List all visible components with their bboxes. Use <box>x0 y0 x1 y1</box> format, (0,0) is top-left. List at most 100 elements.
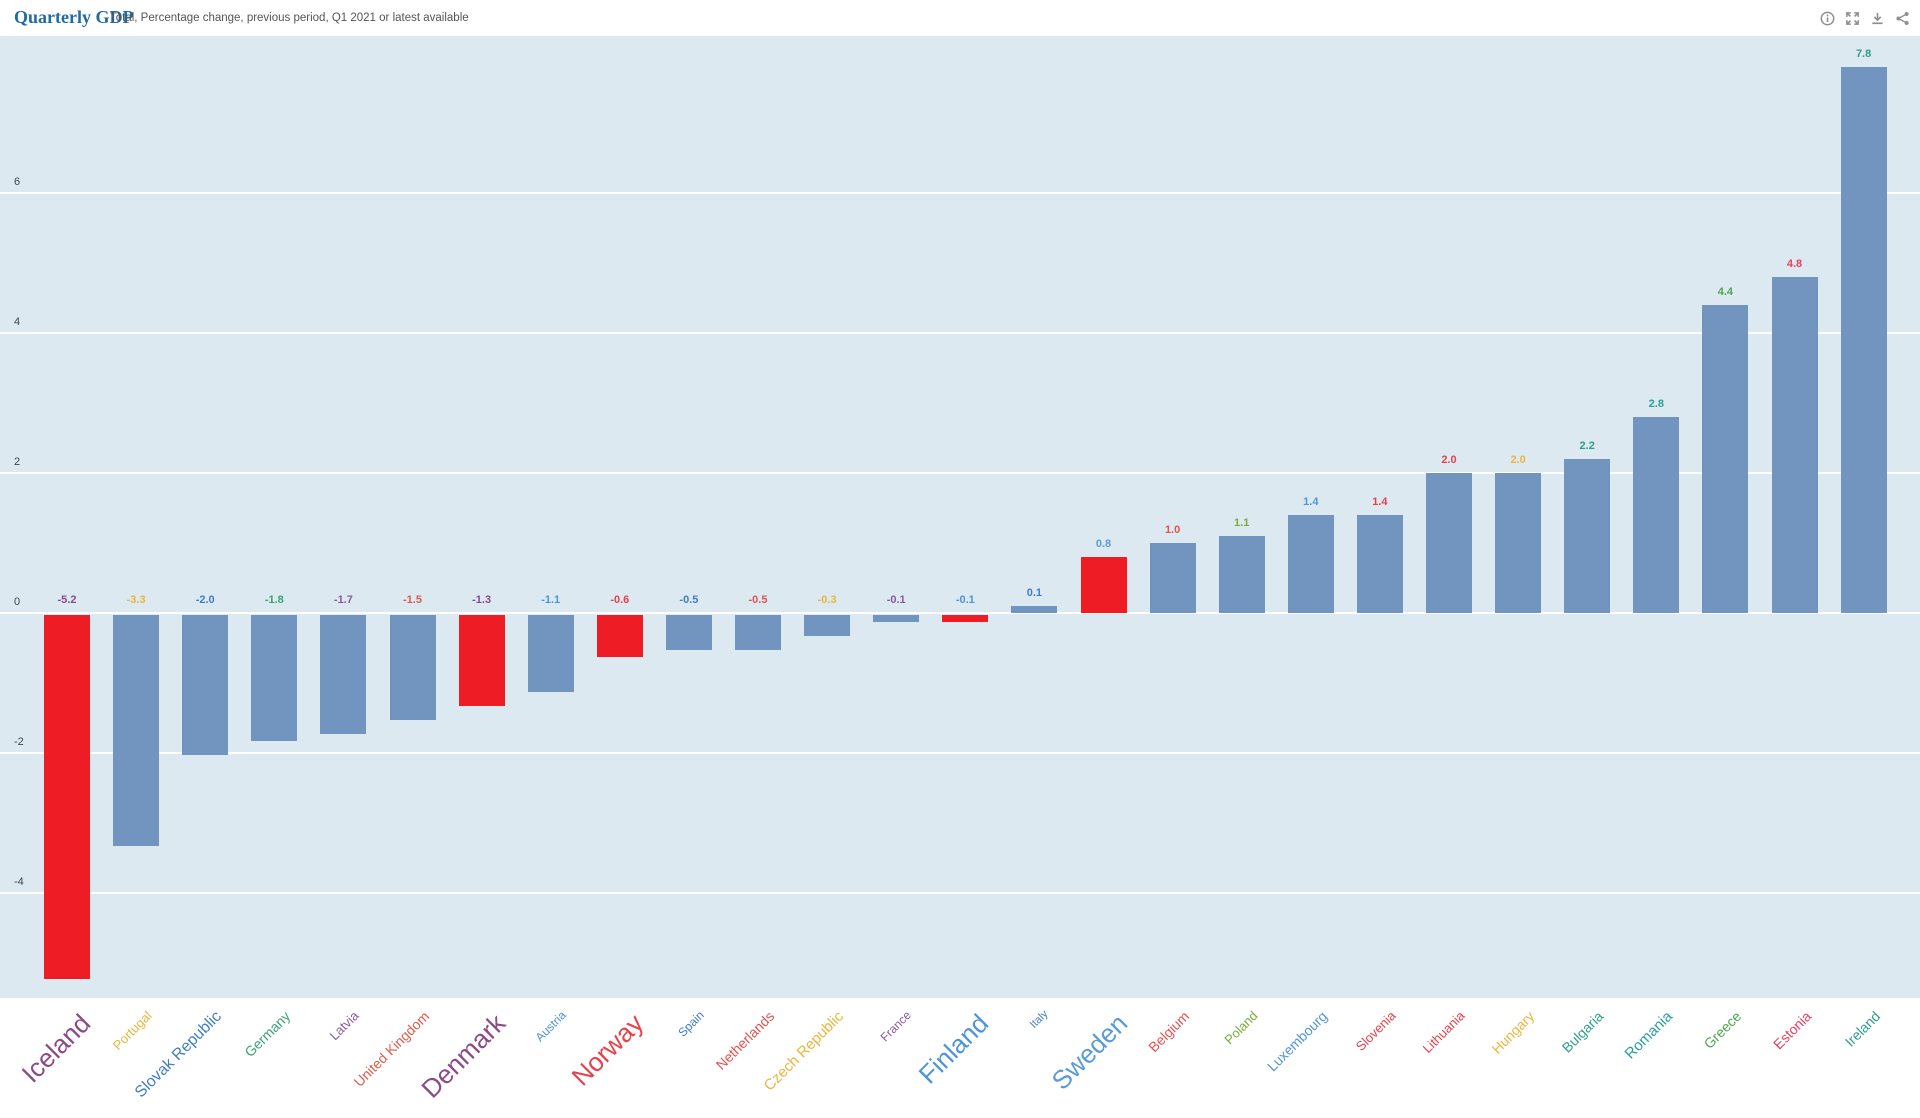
bar-italy[interactable] <box>1011 606 1058 613</box>
x-axis-label-norway[interactable]: Norway <box>565 1008 650 1092</box>
gridline-y-4 <box>0 332 1920 334</box>
chart-title: Quarterly GDP <box>14 7 134 27</box>
value-label-ireland: 7.8 <box>1855 48 1872 60</box>
chart-subtitle: Total, Percentage change, previous perio… <box>110 12 469 24</box>
x-axis-label-lithuania[interactable]: Lithuania <box>1419 1008 1468 1056</box>
value-label-germany: -1.8 <box>264 594 284 606</box>
x-axis-label-hungary[interactable]: Hungary <box>1488 1008 1538 1057</box>
fullscreen-icon[interactable] <box>1845 10 1862 27</box>
y-axis-tick--2: -2 <box>14 736 24 748</box>
value-label-united-kingdom: -1.5 <box>403 594 422 606</box>
bar-romania[interactable] <box>1633 417 1680 613</box>
x-axis-label-finland[interactable]: Finland <box>912 1008 995 1090</box>
bar-denmark[interactable] <box>458 615 505 706</box>
x-axis-label-greece[interactable]: Greece <box>1700 1008 1745 1052</box>
bar-poland[interactable] <box>1218 536 1265 613</box>
bar-slovenia[interactable] <box>1356 515 1403 613</box>
info-icon[interactable] <box>1820 10 1837 27</box>
bar-austria[interactable] <box>527 615 574 692</box>
bar-norway[interactable] <box>596 615 643 657</box>
value-label-spain: -0.5 <box>679 594 699 606</box>
x-axis-label-france[interactable]: France <box>877 1008 915 1045</box>
value-label-slovak-republic: -2.0 <box>195 594 215 606</box>
value-label-latvia: -1.7 <box>333 594 353 606</box>
x-axis-label-poland[interactable]: Poland <box>1221 1008 1261 1048</box>
bar-finland[interactable] <box>942 615 989 622</box>
gridline-y--2 <box>0 752 1920 754</box>
bar-united-kingdom[interactable] <box>389 615 436 720</box>
toolbar <box>1820 10 1912 27</box>
x-axis-label-spain[interactable]: Spain <box>675 1008 707 1040</box>
value-label-portugal: -3.3 <box>126 594 146 606</box>
bar-spain[interactable] <box>665 615 712 650</box>
value-label-belgium: 1.0 <box>1164 524 1181 536</box>
bar-iceland[interactable] <box>44 615 90 979</box>
x-axis-label-luxembourg[interactable]: Luxembourg <box>1263 1008 1331 1075</box>
bar-greece[interactable] <box>1702 305 1749 613</box>
x-axis-label-slovenia[interactable]: Slovenia <box>1352 1008 1399 1054</box>
value-label-austria: -1.1 <box>541 594 561 606</box>
bar-sweden[interactable] <box>1080 557 1127 613</box>
value-label-lithuania: 2.0 <box>1441 454 1457 466</box>
value-label-norway: -0.6 <box>610 594 630 606</box>
gridline-y-0 <box>0 612 1920 614</box>
chart-header: Quarterly GDP Total, Percentage change, … <box>0 0 1920 36</box>
bar-netherlands[interactable] <box>735 615 781 650</box>
x-axis-label-belgium[interactable]: Belgium <box>1144 1008 1192 1056</box>
download-icon[interactable] <box>1870 10 1887 27</box>
x-axis-label-portugal[interactable]: Portugal <box>109 1008 155 1053</box>
value-label-czech-republic: -0.3 <box>817 594 837 606</box>
y-axis-tick-0: 0 <box>14 596 21 608</box>
x-axis-label-area: Iceland Portugal Slovak Republic Germany Lat… <box>0 998 1920 1118</box>
bar-belgium[interactable] <box>1149 543 1196 613</box>
bar-ireland[interactable] <box>1840 67 1887 613</box>
x-axis-label-germany[interactable]: Germany <box>241 1008 294 1061</box>
x-axis-label-bulgaria[interactable]: Bulgaria <box>1558 1008 1607 1056</box>
bar-germany[interactable] <box>251 615 298 741</box>
value-label-italy: 0.1 <box>1026 587 1043 599</box>
x-axis-label-estonia[interactable]: Estonia <box>1769 1008 1814 1053</box>
bar-latvia[interactable] <box>320 615 367 734</box>
bar-lithuania[interactable] <box>1426 473 1472 613</box>
x-axis-label-austria[interactable]: Austria <box>532 1008 569 1045</box>
y-axis-tick--4: -4 <box>14 876 24 888</box>
value-label-hungary: 2.0 <box>1510 454 1526 466</box>
y-axis-tick-4: 4 <box>14 316 21 328</box>
value-label-luxembourg: 1.4 <box>1303 496 1319 508</box>
value-label-estonia: 4.8 <box>1786 258 1803 270</box>
x-axis-label-sweden[interactable]: Sweden <box>1045 1008 1133 1096</box>
x-axis-label-ireland[interactable]: Ireland <box>1841 1008 1883 1050</box>
value-label-poland: 1.1 <box>1234 517 1250 529</box>
x-axis-label-netherlands[interactable]: Netherlands <box>712 1008 778 1073</box>
gridline-y-6 <box>0 192 1920 194</box>
share-icon[interactable] <box>1895 10 1912 27</box>
gridline-y-2 <box>0 472 1920 474</box>
value-label-bulgaria: 2.2 <box>1579 440 1595 452</box>
bar-bulgaria[interactable] <box>1564 459 1611 613</box>
bar-slovak-republic[interactable] <box>182 615 229 755</box>
value-label-france: -0.1 <box>886 594 906 606</box>
chart-plot-area: 6 4 2 0 -2 -4 -5.2 -3.3 -2.0 -1.8 -1.7 -1.5 -1.3 -1.1… <box>0 36 1920 998</box>
value-label-romania: 2.8 <box>1648 398 1664 410</box>
x-axis-label-romania[interactable]: Romania <box>1621 1008 1677 1063</box>
x-axis-label-denmark[interactable]: Denmark <box>415 1008 511 1104</box>
value-label-denmark: -1.3 <box>472 594 492 606</box>
bar-luxembourg[interactable] <box>1287 515 1334 613</box>
value-label-iceland: -5.2 <box>57 594 77 606</box>
x-axis-label-italy[interactable]: Italy <box>1028 1008 1051 1031</box>
value-label-greece: 4.4 <box>1717 286 1734 298</box>
value-label-netherlands: -0.5 <box>748 594 768 606</box>
bar-estonia[interactable] <box>1771 277 1818 613</box>
bar-portugal[interactable] <box>113 615 160 846</box>
bar-france[interactable] <box>873 615 920 622</box>
bar-hungary[interactable] <box>1495 473 1542 613</box>
x-axis-label-latvia[interactable]: Latvia <box>326 1008 362 1044</box>
bar-czech-republic[interactable] <box>804 615 851 636</box>
value-label-slovenia: 1.4 <box>1372 496 1388 508</box>
y-axis-tick-6: 6 <box>14 176 21 188</box>
value-label-finland: -0.1 <box>955 594 975 606</box>
x-axis-label-iceland[interactable]: Iceland <box>15 1008 97 1089</box>
y-axis-tick-2: 2 <box>14 456 21 468</box>
gridline-y--4 <box>0 892 1920 894</box>
value-label-sweden: 0.8 <box>1095 538 1112 550</box>
